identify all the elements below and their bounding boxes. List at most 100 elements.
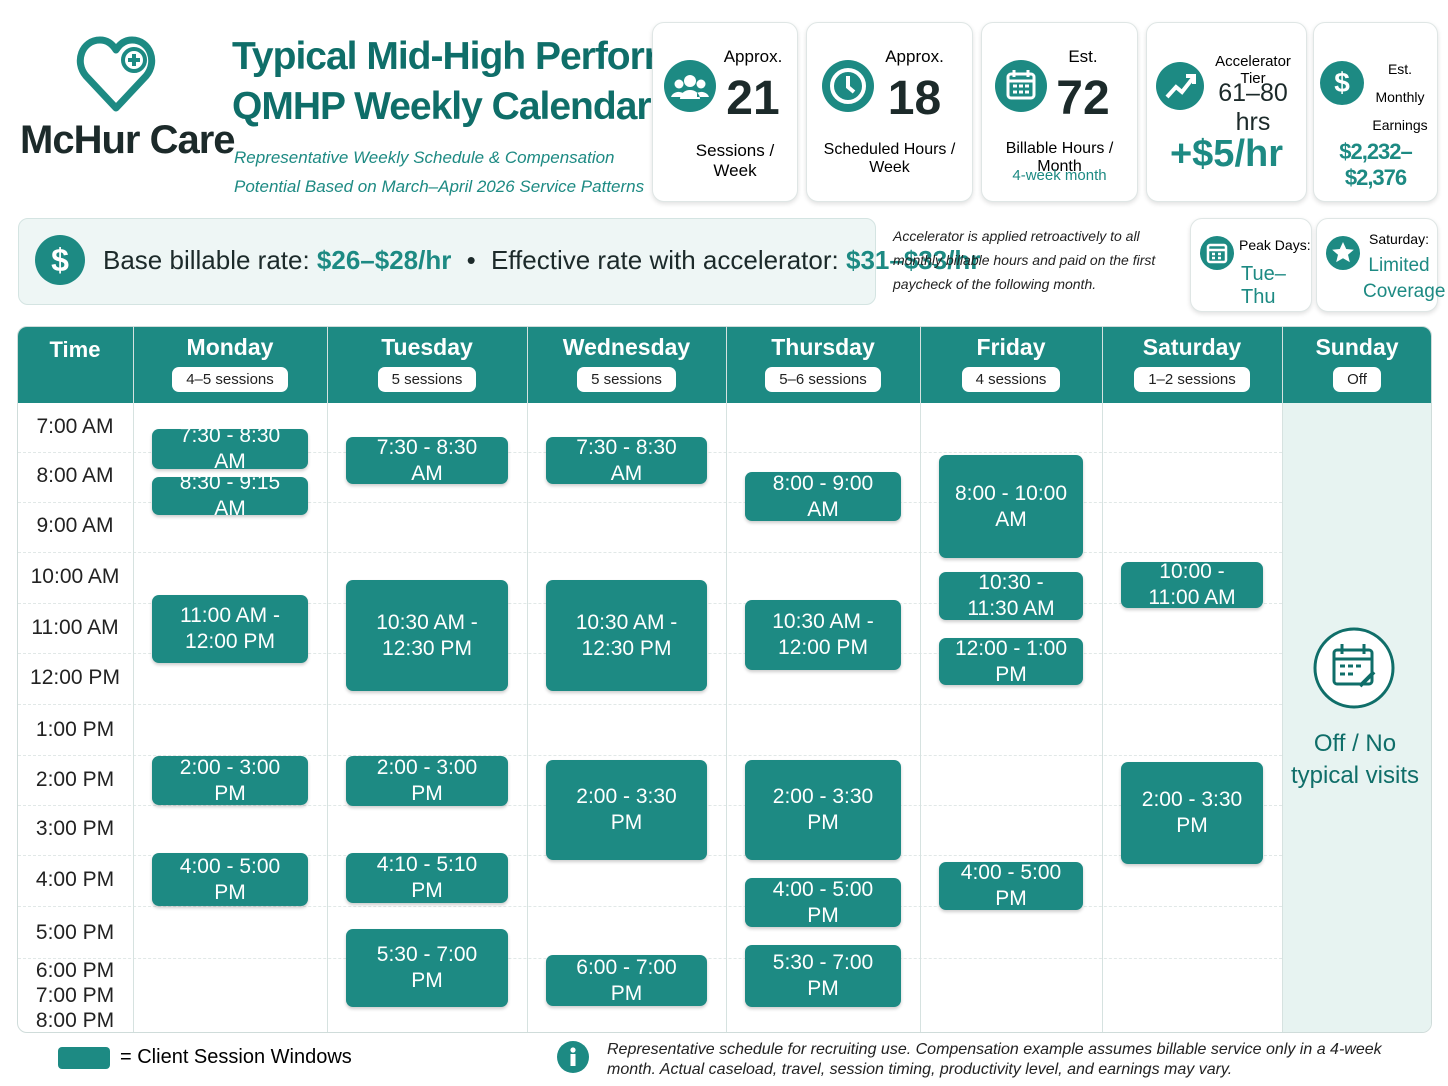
session-count: 5 sessions xyxy=(377,367,477,392)
stat-value: 72 xyxy=(1056,72,1110,125)
accelerator-note: Accelerator is applied retroactively to … xyxy=(893,228,1156,292)
session-block: 6:00 - 7:00 PM xyxy=(546,955,707,1006)
calendar xyxy=(17,326,1432,1033)
badge-wrap: 4 sessions xyxy=(920,361,1102,392)
session-block: 8:00 - 9:00 AM xyxy=(745,472,901,521)
session-block: 2:00 - 3:00 PM xyxy=(346,756,508,806)
info-icon xyxy=(557,1041,589,1073)
session-block: 2:00 - 3:30 PM xyxy=(1121,762,1263,864)
peak-days-card: Peak Days: Tue–Thu xyxy=(1190,218,1312,312)
session-block: 12:00 - 1:00 PM xyxy=(939,637,1083,686)
time-label: 7:00 AM xyxy=(36,415,114,438)
stat-label: Accelerator Tier xyxy=(1215,53,1291,87)
peak-value: Tue–Thu xyxy=(1241,263,1286,308)
stat-value: $2,232–$2,376 xyxy=(1339,139,1413,190)
badge-wrap: 5 sessions xyxy=(527,361,726,392)
stat-icon xyxy=(822,60,874,112)
day-name: Saturday xyxy=(1142,334,1242,360)
subtitle: Representative Weekly Schedule & Compens… xyxy=(234,143,644,201)
day-name: Friday xyxy=(976,334,1046,360)
time-label: 4:00 PM xyxy=(35,868,115,891)
day-header: Tuesday 5 sessions xyxy=(327,326,527,402)
sunday-note: Off / No typical visits xyxy=(1290,730,1420,789)
stat-card: $ Est. Monthly Earnings $2,232–$2,376 xyxy=(1313,22,1438,202)
time-label: 12:00 PM xyxy=(30,666,120,689)
session-count: 1–2 sessions xyxy=(1134,367,1250,392)
session-count: 4–5 sessions xyxy=(172,367,288,392)
sunday-column xyxy=(1283,403,1431,1032)
column-line xyxy=(133,326,134,1032)
day-name: Tuesday xyxy=(381,334,473,360)
legend-text: = Client Session Windows xyxy=(120,1046,352,1068)
session-block: 4:00 - 5:00 PM xyxy=(152,853,308,906)
row-line xyxy=(18,552,1282,553)
effective-value: $31–$33/hr xyxy=(845,245,981,275)
time-label: 7:00 PM xyxy=(35,984,115,1007)
stat-card: Est. 72 Billable Hours / Month 4-week mo… xyxy=(981,22,1138,202)
session-count: 5 sessions xyxy=(577,367,676,392)
stat-label: Est. Monthly Earnings xyxy=(1372,61,1428,133)
title-line: QMHP Weekly Calendar xyxy=(232,85,652,128)
logo-icon xyxy=(76,36,156,112)
session-block: 4:10 - 5:10 PM xyxy=(346,853,508,903)
column-line xyxy=(1102,326,1103,1032)
stat-icon xyxy=(664,60,716,112)
stat-label: Approx. xyxy=(885,47,944,66)
stat-caption: Billable Hours / Month xyxy=(1005,140,1114,175)
sunday-icon xyxy=(1313,627,1395,709)
column-line xyxy=(726,326,727,1032)
column-line xyxy=(527,326,528,1032)
stat-value: 61–80 hrs xyxy=(1218,79,1288,136)
day-name: Monday xyxy=(186,334,274,360)
stat-icon xyxy=(995,60,1047,112)
time-label: 6:00 PM xyxy=(35,959,115,982)
time-label: 11:00 AM xyxy=(31,616,119,639)
title: Typical Mid-High Performer QMHP Weekly C… xyxy=(232,32,713,132)
base-label: Base billable rate: xyxy=(103,245,310,275)
stat-note: 4-week month xyxy=(1012,167,1107,184)
stat-value: 21 xyxy=(726,72,780,125)
saturday-label: Saturday: xyxy=(1369,231,1429,247)
column-line xyxy=(327,326,328,1032)
separator: • xyxy=(466,245,476,275)
subtitle-line: Potential Based on March–April 2026 Serv… xyxy=(234,177,645,196)
badge-wrap: 4–5 sessions xyxy=(133,361,327,392)
stat-card: Approx. 18 Scheduled Hours / Week xyxy=(806,22,973,202)
day-header: Sunday Off xyxy=(1282,326,1432,402)
session-block: 2:00 - 3:30 PM xyxy=(745,760,901,860)
stat-label: Est. xyxy=(1068,47,1098,66)
session-block: 8:00 - 10:00 AM xyxy=(939,455,1083,558)
stat-label: Approx. xyxy=(723,47,783,66)
saturday-value: Limited Coverage xyxy=(1363,255,1446,302)
session-count: 4 sessions xyxy=(961,367,1061,392)
base-value: $26–$28/hr xyxy=(316,245,452,275)
row-line xyxy=(18,704,1282,705)
saturday-card: Saturday: Limited Coverage xyxy=(1316,218,1446,312)
stat-icon: $ xyxy=(1320,61,1364,105)
stat-caption: Scheduled Hours / Week xyxy=(823,141,956,176)
time-header: Time xyxy=(49,337,101,362)
star-icon xyxy=(1326,236,1360,270)
stat-value: 18 xyxy=(887,72,942,125)
session-block: 7:30 - 8:30 AM xyxy=(346,436,508,485)
session-block: 2:00 - 3:30 PM xyxy=(546,760,707,860)
stat-card: Accelerator Tier 61–80 hrs +$5/hr xyxy=(1146,22,1307,202)
rate-bar: $ Base billable rate: $26–$28/hr • Effec… xyxy=(18,218,980,305)
time-label: 8:00 PM xyxy=(35,1009,115,1032)
day-name: Wednesday xyxy=(562,334,691,360)
time-label: 8:00 AM xyxy=(36,464,114,487)
session-block: 10:30 AM - 12:30 PM xyxy=(546,580,707,691)
badge-wrap: 5 sessions xyxy=(327,361,527,392)
day-name: Sunday xyxy=(1315,334,1399,360)
day-name: Thursday xyxy=(771,334,875,360)
session-count: Off xyxy=(1333,367,1381,392)
row-line xyxy=(18,755,1282,756)
session-block: 5:30 - 7:00 PM xyxy=(745,945,901,1007)
row-line xyxy=(18,502,1282,503)
stat-card: Approx. 21 Sessions / Week xyxy=(652,22,798,202)
peak-label: Peak Days: xyxy=(1239,237,1311,253)
day-header: Saturday 1–2 sessions xyxy=(1102,326,1282,402)
session-block: 4:00 - 5:00 PM xyxy=(939,861,1083,910)
session-block: 8:30 - 9:15 AM xyxy=(152,471,308,520)
